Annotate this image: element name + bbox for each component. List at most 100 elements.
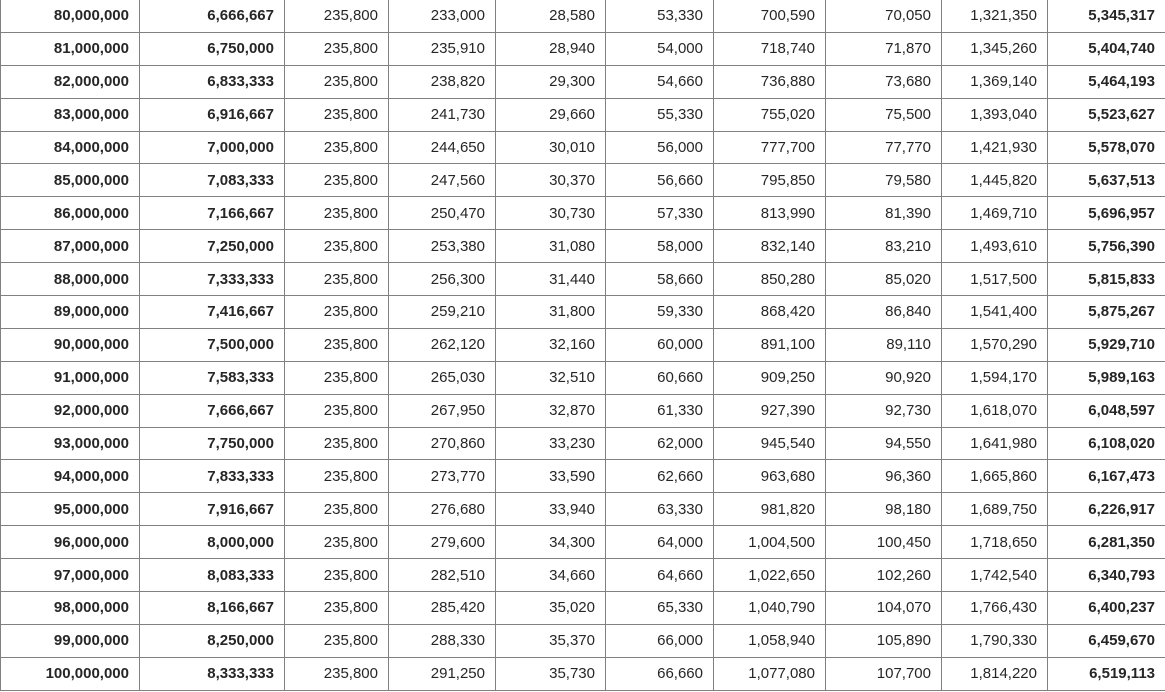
cell-value-3[interactable]: 34,300 — [495, 525, 606, 560]
cell-value-5[interactable]: 981,820 — [713, 492, 826, 527]
cell-value-5[interactable]: 700,590 — [713, 0, 826, 33]
cell-value-1[interactable]: 235,800 — [284, 426, 389, 461]
cell-total[interactable]: 6,400,237 — [1047, 591, 1165, 625]
cell-value-4[interactable]: 54,660 — [605, 64, 714, 99]
cell-value-7[interactable]: 1,393,040 — [941, 97, 1048, 132]
cell-value-4[interactable]: 53,330 — [605, 0, 714, 33]
cell-value-7[interactable]: 1,766,430 — [941, 591, 1048, 625]
cell-value-6[interactable]: 96,360 — [825, 459, 942, 494]
cell-total[interactable]: 5,578,070 — [1047, 130, 1165, 165]
cell-key-monthly[interactable]: 8,083,333 — [139, 558, 285, 593]
cell-value-2[interactable]: 291,250 — [388, 656, 496, 691]
cell-value-2[interactable]: 288,330 — [388, 623, 496, 658]
cell-total[interactable]: 5,696,957 — [1047, 196, 1165, 231]
cell-value-7[interactable]: 1,570,290 — [941, 327, 1048, 362]
cell-key-monthly[interactable]: 7,666,667 — [139, 393, 285, 428]
cell-value-6[interactable]: 92,730 — [825, 393, 942, 428]
cell-value-4[interactable]: 58,000 — [605, 229, 714, 264]
cell-value-2[interactable]: 241,730 — [388, 97, 496, 132]
cell-value-1[interactable]: 235,800 — [284, 130, 389, 165]
cell-value-7[interactable]: 1,493,610 — [941, 229, 1048, 264]
cell-value-7[interactable]: 1,618,070 — [941, 393, 1048, 428]
cell-value-3[interactable]: 35,370 — [495, 623, 606, 658]
cell-value-3[interactable]: 33,230 — [495, 426, 606, 461]
cell-key-annual[interactable]: 89,000,000 — [0, 295, 140, 329]
cell-value-1[interactable]: 235,800 — [284, 656, 389, 691]
cell-total[interactable]: 6,281,350 — [1047, 525, 1165, 560]
cell-value-3[interactable]: 34,660 — [495, 558, 606, 593]
cell-value-6[interactable]: 70,050 — [825, 0, 942, 33]
cell-value-1[interactable]: 235,800 — [284, 229, 389, 264]
cell-total[interactable]: 5,929,710 — [1047, 327, 1165, 362]
cell-value-6[interactable]: 107,700 — [825, 656, 942, 691]
cell-total[interactable]: 5,345,317 — [1047, 0, 1165, 33]
cell-value-4[interactable]: 61,330 — [605, 393, 714, 428]
cell-value-2[interactable]: 235,910 — [388, 31, 496, 66]
cell-total[interactable]: 5,875,267 — [1047, 295, 1165, 329]
cell-key-annual[interactable]: 91,000,000 — [0, 360, 140, 395]
cell-key-monthly[interactable]: 7,833,333 — [139, 459, 285, 494]
cell-value-7[interactable]: 1,321,350 — [941, 0, 1048, 33]
cell-total[interactable]: 5,404,740 — [1047, 31, 1165, 66]
cell-value-4[interactable]: 57,330 — [605, 196, 714, 231]
cell-value-4[interactable]: 66,000 — [605, 623, 714, 658]
cell-key-monthly[interactable]: 7,000,000 — [139, 130, 285, 165]
cell-key-annual[interactable]: 88,000,000 — [0, 262, 140, 297]
cell-value-4[interactable]: 56,660 — [605, 163, 714, 198]
cell-value-7[interactable]: 1,790,330 — [941, 623, 1048, 658]
cell-value-1[interactable]: 235,800 — [284, 163, 389, 198]
cell-value-1[interactable]: 235,800 — [284, 558, 389, 593]
cell-value-3[interactable]: 32,510 — [495, 360, 606, 395]
cell-key-monthly[interactable]: 6,833,333 — [139, 64, 285, 99]
cell-total[interactable]: 5,756,390 — [1047, 229, 1165, 264]
cell-value-3[interactable]: 35,020 — [495, 591, 606, 625]
cell-value-6[interactable]: 83,210 — [825, 229, 942, 264]
cell-value-4[interactable]: 63,330 — [605, 492, 714, 527]
cell-value-2[interactable]: 262,120 — [388, 327, 496, 362]
cell-value-3[interactable]: 32,870 — [495, 393, 606, 428]
cell-total[interactable]: 6,340,793 — [1047, 558, 1165, 593]
cell-key-monthly[interactable]: 7,333,333 — [139, 262, 285, 297]
cell-value-5[interactable]: 1,077,080 — [713, 656, 826, 691]
cell-value-2[interactable]: 244,650 — [388, 130, 496, 165]
cell-value-2[interactable]: 276,680 — [388, 492, 496, 527]
cell-value-1[interactable]: 235,800 — [284, 262, 389, 297]
cell-key-annual[interactable]: 92,000,000 — [0, 393, 140, 428]
cell-value-3[interactable]: 28,580 — [495, 0, 606, 33]
cell-value-2[interactable]: 233,000 — [388, 0, 496, 33]
cell-value-5[interactable]: 909,250 — [713, 360, 826, 395]
cell-key-annual[interactable]: 94,000,000 — [0, 459, 140, 494]
cell-key-annual[interactable]: 82,000,000 — [0, 64, 140, 99]
cell-value-4[interactable]: 54,000 — [605, 31, 714, 66]
cell-value-6[interactable]: 73,680 — [825, 64, 942, 99]
cell-total[interactable]: 5,637,513 — [1047, 163, 1165, 198]
cell-key-annual[interactable]: 99,000,000 — [0, 623, 140, 658]
cell-value-1[interactable]: 235,800 — [284, 0, 389, 33]
cell-value-4[interactable]: 58,660 — [605, 262, 714, 297]
cell-value-4[interactable]: 56,000 — [605, 130, 714, 165]
cell-value-7[interactable]: 1,814,220 — [941, 656, 1048, 691]
cell-value-3[interactable]: 33,590 — [495, 459, 606, 494]
cell-key-annual[interactable]: 81,000,000 — [0, 31, 140, 66]
cell-value-1[interactable]: 235,800 — [284, 31, 389, 66]
cell-value-1[interactable]: 235,800 — [284, 492, 389, 527]
cell-value-5[interactable]: 1,058,940 — [713, 623, 826, 658]
cell-key-monthly[interactable]: 7,250,000 — [139, 229, 285, 264]
cell-value-5[interactable]: 1,004,500 — [713, 525, 826, 560]
cell-total[interactable]: 5,523,627 — [1047, 97, 1165, 132]
cell-value-2[interactable]: 282,510 — [388, 558, 496, 593]
cell-value-4[interactable]: 60,000 — [605, 327, 714, 362]
cell-key-annual[interactable]: 98,000,000 — [0, 591, 140, 625]
cell-key-annual[interactable]: 84,000,000 — [0, 130, 140, 165]
cell-key-monthly[interactable]: 7,500,000 — [139, 327, 285, 362]
cell-value-2[interactable]: 270,860 — [388, 426, 496, 461]
cell-value-4[interactable]: 66,660 — [605, 656, 714, 691]
cell-value-6[interactable]: 105,890 — [825, 623, 942, 658]
cell-value-5[interactable]: 813,990 — [713, 196, 826, 231]
cell-value-2[interactable]: 285,420 — [388, 591, 496, 625]
cell-value-2[interactable]: 259,210 — [388, 295, 496, 329]
cell-key-monthly[interactable]: 8,166,667 — [139, 591, 285, 625]
cell-value-7[interactable]: 1,742,540 — [941, 558, 1048, 593]
cell-value-7[interactable]: 1,665,860 — [941, 459, 1048, 494]
cell-key-monthly[interactable]: 6,750,000 — [139, 31, 285, 66]
